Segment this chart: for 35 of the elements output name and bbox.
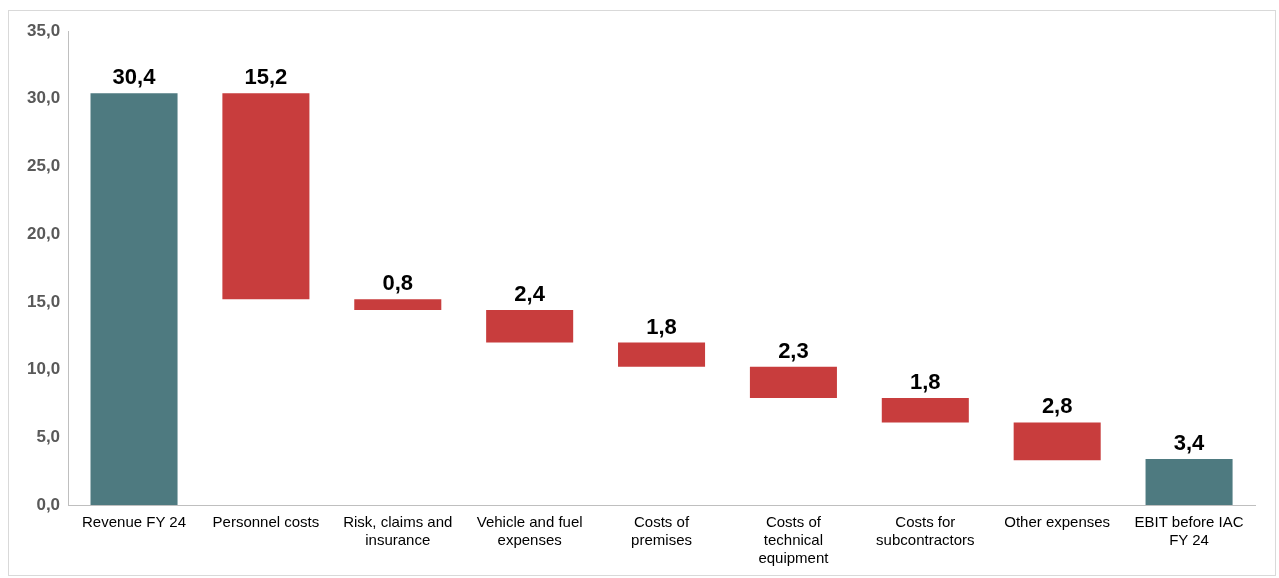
data-label: 1,8 — [910, 369, 941, 395]
y-tick-label: 5,0 — [36, 426, 61, 446]
bar — [1013, 422, 1101, 461]
y-tick-label: 20,0 — [26, 223, 61, 243]
data-label: 2,4 — [514, 281, 546, 307]
x-tick-label: Revenue FY 24 — [82, 513, 187, 531]
data-label: 2,8 — [1041, 393, 1073, 419]
data-label: 0,8 — [382, 270, 414, 296]
x-tick-label: Risk, claims and insurance — [343, 513, 453, 549]
bar — [1145, 458, 1233, 505]
data-label: 2,3 — [778, 337, 809, 363]
x-tick-label: Costs of premises — [631, 513, 692, 549]
x-tick-label: Costs of technical equipment — [758, 513, 830, 567]
y-tick-label: 25,0 — [26, 156, 61, 176]
bar — [486, 309, 574, 343]
x-tick-label: Personnel costs — [212, 513, 320, 531]
bar — [222, 93, 310, 300]
bar — [749, 366, 837, 399]
data-label: 1,8 — [646, 313, 677, 339]
x-tick-label: Other expenses — [1004, 513, 1111, 531]
bar — [354, 299, 442, 310]
data-label: 3,4 — [1173, 430, 1206, 456]
x-tick-label: EBIT before IAC FY 24 — [1134, 513, 1244, 549]
bar — [618, 342, 706, 367]
y-tick-label: 15,0 — [26, 291, 61, 311]
y-tick-label: 30,0 — [26, 88, 61, 108]
x-tick-label: Costs for subcontractors — [876, 513, 975, 549]
bar — [881, 398, 969, 423]
y-tick-label: 10,0 — [26, 359, 61, 379]
y-tick-label: 0,0 — [36, 494, 61, 514]
y-tick-label: 35,0 — [26, 20, 61, 40]
data-label: 15,2 — [244, 64, 288, 90]
data-label: 30,4 — [112, 64, 157, 90]
bar — [90, 93, 178, 505]
x-tick-label: Vehicle and fuel expenses — [476, 513, 583, 549]
